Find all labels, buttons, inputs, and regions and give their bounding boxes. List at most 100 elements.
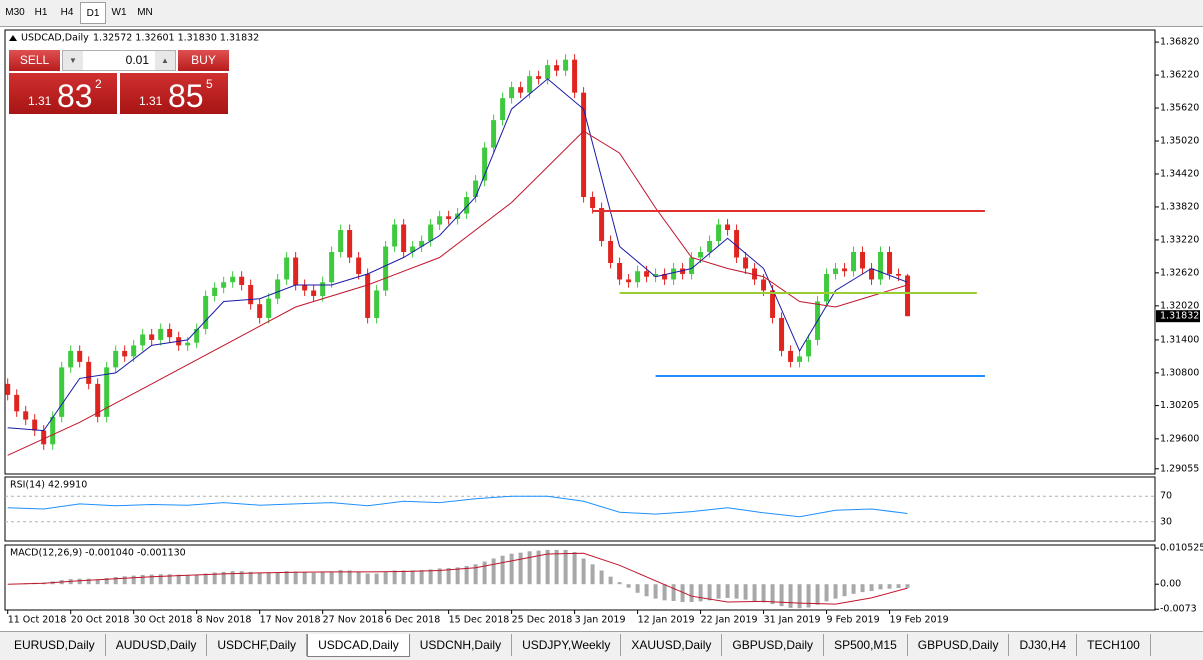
candle-body bbox=[509, 87, 515, 99]
macd-bar bbox=[419, 570, 424, 585]
candle-body bbox=[14, 394, 20, 412]
chart-tab[interactable]: GBPUSD,Daily bbox=[908, 634, 1010, 656]
macd-bar bbox=[734, 584, 739, 599]
candle-body bbox=[59, 367, 65, 417]
candle-body bbox=[824, 273, 830, 302]
candle-body bbox=[743, 257, 749, 269]
chart-tab[interactable]: SP500,M15 bbox=[824, 634, 908, 656]
candle-body bbox=[599, 208, 605, 242]
x-tick-label: 31 Jan 2019 bbox=[764, 615, 821, 626]
sell-price[interactable]: 1.31 83 2 bbox=[9, 73, 117, 114]
chart-tab[interactable]: GBPUSD,Daily bbox=[722, 634, 825, 656]
macd-bar bbox=[590, 564, 595, 585]
candle-body bbox=[77, 350, 83, 362]
timeframe-button[interactable]: H4 bbox=[60, 7, 74, 18]
sell-button[interactable]: SELL bbox=[9, 50, 60, 71]
macd-bar bbox=[563, 549, 568, 585]
y-tick-label: 70 bbox=[1160, 491, 1172, 502]
buy-button[interactable]: BUY bbox=[178, 50, 229, 71]
macd-bar bbox=[149, 574, 154, 585]
candle-body bbox=[230, 276, 236, 283]
price-fraction: 5 bbox=[206, 77, 213, 91]
candle-body bbox=[590, 197, 596, 209]
y-tick-label: 1.29055 bbox=[1160, 463, 1199, 474]
candle-body bbox=[878, 252, 884, 280]
candle-body bbox=[770, 290, 776, 318]
macd-bar bbox=[167, 574, 172, 585]
candle-body bbox=[365, 273, 371, 318]
y-tick-label: 30 bbox=[1160, 516, 1172, 527]
macd-bar bbox=[806, 584, 811, 608]
macd-bar bbox=[221, 571, 226, 585]
macd-bar bbox=[860, 584, 865, 593]
chart-tab[interactable]: USDJPY,Weekly bbox=[512, 634, 622, 656]
macd-bar bbox=[428, 569, 433, 585]
candle-body bbox=[86, 361, 92, 384]
timeframe-button[interactable]: MN bbox=[137, 7, 153, 18]
macd-bar bbox=[338, 570, 343, 585]
chart-tab[interactable]: EURUSD,Daily bbox=[4, 634, 106, 656]
candle-body bbox=[104, 367, 110, 417]
lot-input[interactable]: ▼ 0.01 ▲ bbox=[62, 50, 176, 71]
candle-body bbox=[554, 65, 560, 71]
candle-body bbox=[626, 279, 632, 283]
moving-average bbox=[7, 130, 908, 456]
candle-body bbox=[284, 257, 290, 280]
y-tick-label: 1.30800 bbox=[1160, 367, 1199, 378]
candle-body bbox=[491, 120, 497, 148]
chart-tab[interactable]: TECH100 bbox=[1077, 634, 1151, 656]
candle-body bbox=[860, 252, 866, 269]
candle-body bbox=[662, 273, 668, 280]
candle-body bbox=[680, 268, 686, 274]
candle-body bbox=[653, 273, 659, 277]
timeframe-button[interactable]: M30 bbox=[5, 7, 25, 18]
macd-bar bbox=[176, 574, 181, 585]
chart-tab[interactable]: USDCHF,Daily bbox=[207, 634, 308, 656]
candle-body bbox=[698, 252, 704, 258]
chart-tab[interactable]: AUDUSD,Daily bbox=[106, 634, 208, 656]
macd-bar bbox=[446, 568, 451, 585]
chart: USDCAD,Daily 1.32572 1.32601 1.31830 1.3… bbox=[4, 29, 1203, 626]
chart-tab[interactable]: DJ30,H4 bbox=[1009, 634, 1078, 656]
chart-tab[interactable]: USDCNH,Daily bbox=[410, 634, 513, 656]
x-tick-label: 3 Jan 2019 bbox=[575, 615, 626, 626]
timeframe-button[interactable]: H1 bbox=[34, 7, 48, 18]
x-tick-label: 8 Nov 2018 bbox=[197, 615, 252, 626]
chart-title: USDCAD,Daily bbox=[21, 33, 89, 44]
candle-body bbox=[23, 411, 29, 420]
rsi-title: RSI(14) 42.9910 bbox=[10, 480, 87, 491]
macd-bar bbox=[797, 584, 802, 609]
chart-tab[interactable]: USDCAD,Daily bbox=[307, 634, 410, 657]
lot-up[interactable]: ▲ bbox=[155, 51, 175, 70]
candle-body bbox=[518, 87, 524, 93]
candle-body bbox=[401, 224, 407, 252]
x-tick-label: 27 Nov 2018 bbox=[323, 615, 384, 626]
lot-down[interactable]: ▼ bbox=[63, 51, 83, 70]
macd-bar bbox=[464, 566, 469, 585]
price-prefix: 1.31 bbox=[139, 94, 163, 108]
candle-body bbox=[851, 252, 857, 272]
candle-body bbox=[329, 252, 335, 283]
main-panel bbox=[4, 29, 1156, 475]
chart-tab[interactable]: XAUUSD,Daily bbox=[621, 634, 723, 656]
macd-bar bbox=[455, 567, 460, 585]
candle-body bbox=[158, 328, 164, 340]
buy-price[interactable]: 1.31 85 5 bbox=[120, 73, 228, 114]
macd-bar bbox=[536, 550, 541, 585]
macd-bar bbox=[86, 578, 91, 585]
candle-body bbox=[203, 295, 209, 329]
candle-body bbox=[149, 334, 155, 340]
x-tick-label: 20 Oct 2018 bbox=[71, 615, 130, 626]
candle-body bbox=[257, 304, 263, 318]
timeframe-button[interactable]: D1 bbox=[80, 2, 106, 24]
timeframe-button[interactable]: W1 bbox=[111, 7, 127, 18]
chart-tabs: EURUSD,Daily AUDUSD,Daily USDCHF,Daily USDC… bbox=[0, 631, 1203, 660]
macd-bar bbox=[239, 571, 244, 585]
candle-body bbox=[374, 290, 380, 318]
last-price-box bbox=[1156, 310, 1200, 323]
candle-body bbox=[806, 339, 812, 357]
macd-bar bbox=[572, 551, 577, 585]
y-tick-label: 1.33820 bbox=[1160, 201, 1199, 212]
macd-bar bbox=[122, 576, 127, 585]
